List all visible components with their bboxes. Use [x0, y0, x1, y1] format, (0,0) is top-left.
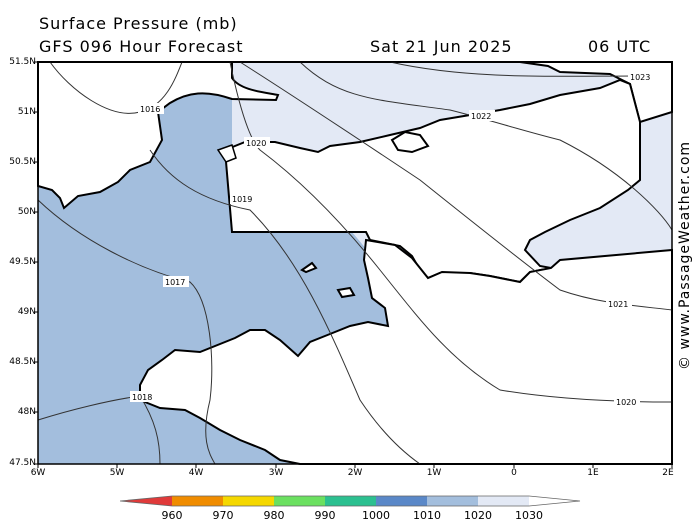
- island-guernsey: [336, 286, 356, 299]
- legend-label: 990: [314, 509, 336, 522]
- legend-swatch-1020: [427, 496, 478, 506]
- isobar-1019: [149, 149, 421, 465]
- legend-swatch-1030: [478, 496, 529, 506]
- legend-label: 1020: [464, 509, 492, 522]
- isobar-label: 1019: [232, 195, 252, 204]
- isobar-1023: [389, 61, 641, 77]
- lon-label: 1E: [587, 468, 599, 478]
- lat-label: 48.5N: [9, 357, 36, 367]
- isobar-label: 1023: [630, 73, 650, 82]
- site-credit: © www.PassageWeather.com: [677, 140, 693, 370]
- lat-label: 49N: [17, 307, 36, 317]
- isobar-label: 1020: [616, 398, 636, 407]
- legend-label: 970: [212, 509, 234, 522]
- lon-label: 2E: [662, 468, 674, 478]
- legend-label: 960: [161, 509, 183, 522]
- lat-label: 51.5N: [9, 57, 36, 67]
- lon-label: 4W: [188, 468, 204, 478]
- map-title: Surface Pressure (mb): [39, 14, 238, 33]
- isobar-label: 1020: [246, 139, 266, 148]
- legend-swatch-990: [274, 496, 325, 506]
- lat-label: 47.5N: [9, 458, 36, 468]
- island-alderney: [300, 261, 318, 274]
- isobar-1017: [37, 199, 216, 465]
- land-cornwall: [37, 61, 280, 210]
- isobar-label: 1017: [165, 278, 185, 287]
- isobar-label: 1021: [608, 300, 628, 309]
- pressure-legend: [119, 495, 581, 507]
- lat-label: 51N: [17, 107, 36, 117]
- lon-label: 3W: [268, 468, 284, 478]
- forecast-model-label: GFS 096 Hour Forecast: [39, 37, 244, 56]
- legend-swatch-max: [529, 496, 580, 506]
- forecast-time: 06 UTC: [588, 37, 652, 56]
- legend-label: 980: [263, 509, 285, 522]
- legend-swatch-970: [172, 496, 223, 506]
- forecast-date: Sat 21 Jun 2025: [370, 37, 513, 56]
- lon-label: 5W: [109, 468, 125, 478]
- legend-label: 1010: [413, 509, 441, 522]
- isobar-label: 1022: [471, 112, 491, 121]
- axis-ticks: [34, 61, 673, 468]
- lon-label: 2W: [347, 468, 363, 478]
- land-strip: [216, 144, 237, 163]
- lat-label: 50.5N: [9, 157, 36, 167]
- legend-swatch-960: [120, 496, 172, 506]
- legend-swatch-1000: [325, 496, 376, 506]
- lat-label: 49.5N: [9, 257, 36, 267]
- legend-swatch-1010: [376, 496, 427, 506]
- land-france: [139, 238, 673, 465]
- lon-label: 1W: [426, 468, 442, 478]
- isobar-1022: [299, 61, 673, 231]
- isobar-label: 1016: [140, 105, 160, 114]
- legend-swatch-980: [223, 496, 274, 506]
- lon-label: 0: [511, 468, 517, 478]
- isobar-label: 1018: [132, 393, 152, 402]
- island-isle-of-wight: [390, 130, 430, 154]
- lat-label: 50N: [17, 207, 36, 217]
- legend-label: 1030: [515, 509, 543, 522]
- lat-label: 48N: [17, 407, 36, 417]
- legend-label: 1000: [362, 509, 390, 522]
- lon-label: 6W: [30, 468, 46, 478]
